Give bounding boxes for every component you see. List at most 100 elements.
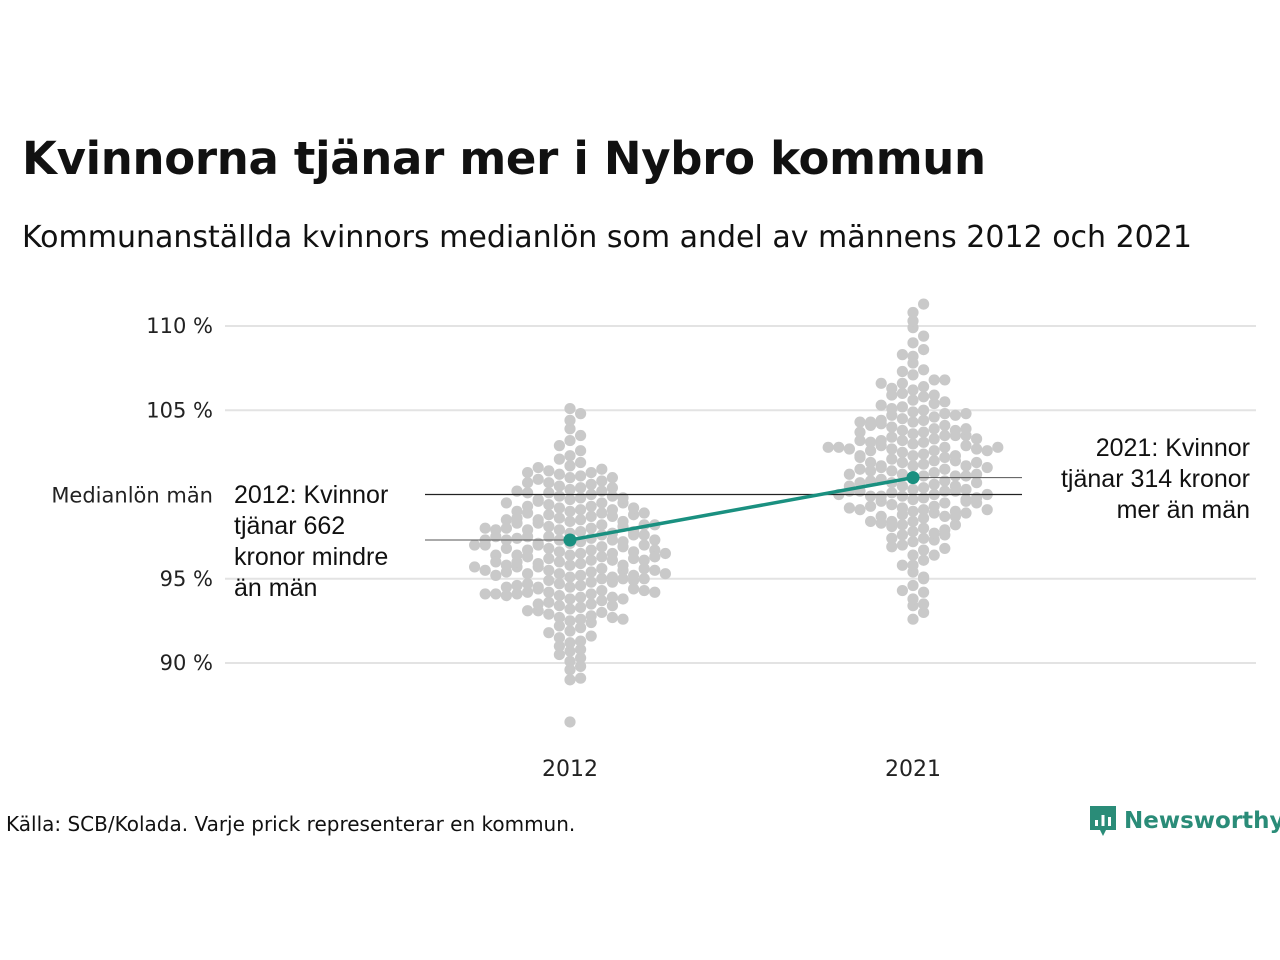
municipality-dot bbox=[543, 586, 555, 598]
municipality-dot bbox=[553, 453, 566, 465]
municipality-dot bbox=[638, 539, 650, 551]
municipality-dot bbox=[896, 529, 909, 541]
municipality-dot bbox=[553, 502, 566, 514]
municipality-dot bbox=[918, 404, 930, 416]
municipality-dot bbox=[575, 643, 587, 656]
municipality-dot bbox=[564, 423, 576, 435]
municipality-dot bbox=[479, 564, 491, 576]
municipality-dot bbox=[490, 569, 502, 581]
municipality-dot bbox=[553, 440, 566, 452]
municipality-dot bbox=[553, 568, 566, 580]
x-axis-ticks: 2012 2021 bbox=[542, 757, 941, 782]
municipality-dot bbox=[918, 426, 930, 438]
municipality-dot bbox=[939, 529, 951, 541]
municipality-dot bbox=[918, 448, 930, 460]
municipality-dot bbox=[918, 391, 930, 403]
municipality-dot bbox=[596, 573, 608, 585]
municipality-dot bbox=[981, 445, 993, 457]
municipality-dot bbox=[596, 463, 608, 475]
municipality-dot bbox=[575, 660, 587, 672]
municipality-dot bbox=[575, 482, 587, 494]
municipality-dot bbox=[585, 478, 597, 490]
municipality-dot bbox=[971, 477, 983, 489]
municipality-dot bbox=[564, 493, 576, 506]
municipality-dot bbox=[928, 527, 940, 539]
municipality-dot bbox=[543, 608, 555, 620]
municipality-dot bbox=[928, 374, 940, 386]
municipality-dot bbox=[886, 389, 898, 401]
municipality-dot bbox=[865, 465, 877, 477]
municipality-dot bbox=[971, 468, 983, 480]
chart-title: Kvinnorna tjänar mer i Nybro kommun bbox=[22, 132, 986, 185]
municipality-dot bbox=[907, 613, 919, 625]
municipality-dot bbox=[918, 504, 930, 516]
brand-name: Newsworthy bbox=[1124, 808, 1280, 834]
municipality-dot bbox=[949, 470, 962, 482]
municipality-dot bbox=[971, 443, 983, 455]
municipality-dot bbox=[854, 463, 866, 475]
municipality-dot bbox=[896, 413, 909, 425]
municipality-dot bbox=[543, 465, 555, 477]
municipality-dot bbox=[918, 381, 930, 393]
municipality-dot bbox=[896, 349, 909, 361]
municipality-dot bbox=[575, 470, 587, 482]
municipality-dot bbox=[854, 451, 866, 464]
x-tick-label-2021: 2021 bbox=[885, 757, 941, 782]
municipality-dot bbox=[575, 569, 587, 581]
municipality-dot bbox=[971, 456, 983, 469]
municipality-dot bbox=[939, 497, 951, 509]
y-tick-label: 95 % bbox=[160, 567, 213, 591]
municipality-dot bbox=[575, 601, 587, 613]
municipality-dot bbox=[907, 438, 919, 450]
municipality-dot bbox=[511, 579, 523, 592]
municipality-dot bbox=[543, 552, 555, 565]
municipality-dot bbox=[564, 483, 576, 496]
highlight-point-2012 bbox=[563, 533, 577, 547]
chart-subtitle: Kommunanställda kvinnors medianlön som a… bbox=[22, 220, 1192, 255]
municipality-dot bbox=[907, 549, 919, 561]
newsworthy-logo[interactable]: Newsworthy bbox=[1088, 804, 1280, 838]
municipality-dot bbox=[575, 547, 587, 560]
municipality-dot bbox=[553, 512, 566, 524]
municipality-dot bbox=[907, 559, 919, 571]
municipality-dot bbox=[553, 590, 566, 602]
annotation-leaders bbox=[425, 477, 1022, 541]
municipality-dot bbox=[490, 588, 502, 600]
municipality-dot bbox=[606, 611, 619, 624]
municipality-dot bbox=[585, 544, 597, 556]
municipality-dot bbox=[928, 500, 940, 512]
municipality-dot bbox=[918, 532, 930, 544]
municipality-dot bbox=[575, 652, 587, 664]
municipality-dot bbox=[928, 423, 940, 435]
municipality-dot bbox=[928, 389, 940, 401]
municipality-dot bbox=[907, 536, 919, 548]
municipality-dot bbox=[585, 554, 597, 566]
municipality-dot bbox=[553, 490, 566, 502]
municipality-dot bbox=[596, 519, 608, 531]
municipality-dot bbox=[907, 525, 919, 538]
municipality-dot bbox=[479, 522, 491, 534]
municipality-dot bbox=[543, 627, 555, 639]
municipality-dot bbox=[865, 490, 877, 502]
municipality-dot bbox=[617, 613, 629, 625]
municipality-dot bbox=[918, 522, 930, 534]
municipality-dot bbox=[606, 504, 619, 516]
municipality-dot bbox=[596, 551, 608, 563]
municipality-dot bbox=[907, 460, 919, 472]
municipality-dot bbox=[843, 502, 856, 514]
municipality-dot bbox=[854, 504, 866, 516]
annotation-line: än män bbox=[234, 574, 317, 602]
municipality-dot bbox=[939, 408, 951, 420]
municipality-dot bbox=[918, 544, 930, 556]
municipality-dot bbox=[896, 480, 909, 492]
municipality-dot bbox=[543, 499, 555, 511]
municipality-dot bbox=[960, 507, 972, 519]
municipality-dot bbox=[553, 578, 566, 590]
municipality-dot bbox=[511, 588, 523, 600]
municipality-dot bbox=[939, 451, 951, 464]
reference-line-label: Medianlön män bbox=[51, 484, 213, 508]
municipality-dot bbox=[564, 472, 576, 484]
municipality-dot bbox=[854, 434, 866, 447]
municipality-dot bbox=[500, 522, 512, 534]
municipality-dot bbox=[992, 441, 1004, 453]
